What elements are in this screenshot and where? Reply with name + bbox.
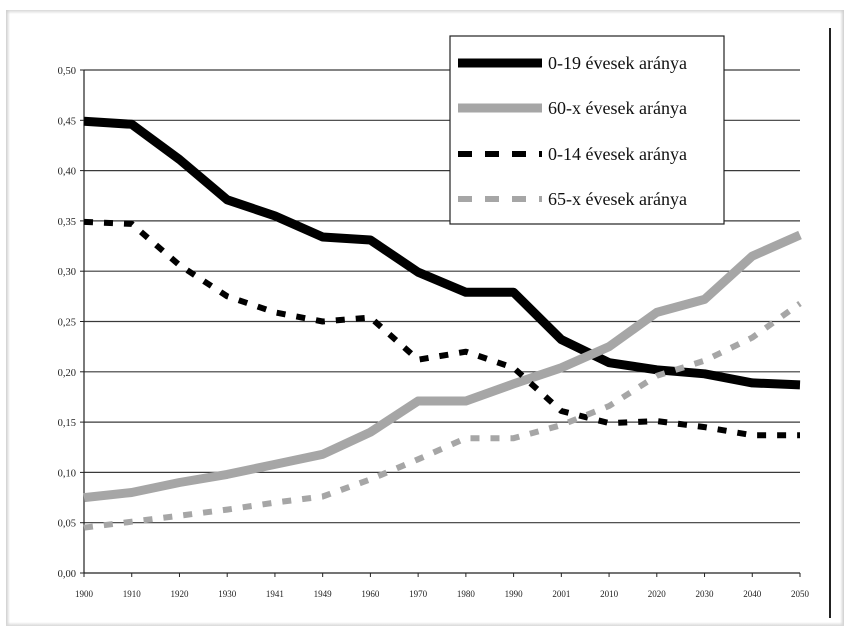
x-tick-label: 1910 <box>123 589 142 599</box>
legend-label-4: 65-x évesek aránya <box>548 189 687 209</box>
x-tick-label: 1990 <box>505 589 524 599</box>
series-lines <box>83 116 802 531</box>
x-tick-label: 1941 <box>266 589 284 599</box>
x-tick-label: 2030 <box>696 589 715 599</box>
series-line-4 <box>83 300 802 531</box>
x-tick-label: 2001 <box>552 589 570 599</box>
x-axis-ticks: 1900 1910 1920 1930 1941 1949 1960 1970 1980 1990… <box>75 573 810 599</box>
x-tick-label: 1980 <box>457 589 476 599</box>
y-tick-label: 0,45 <box>58 116 76 127</box>
y-axis-ticks: 0,00 0,05 0,10 0,15 0,20 0,25 0,30 0,35 0,40 0,45… <box>58 66 84 580</box>
x-tick-label: 2020 <box>648 589 667 599</box>
y-tick-label: 0,30 <box>58 267 76 278</box>
y-tick-label: 0,15 <box>58 418 76 429</box>
series-line-2 <box>83 230 802 503</box>
legend-label-1: 0-19 évesek aránya <box>548 53 687 73</box>
series-line-1 <box>83 116 801 390</box>
y-tick-label: 0,05 <box>58 519 76 530</box>
frame-shadow-left <box>6 10 10 626</box>
series-line-3 <box>83 218 800 439</box>
y-tick-label: 0,00 <box>58 569 76 580</box>
x-tick-label: 1970 <box>409 589 428 599</box>
x-tick-label: 1900 <box>75 589 94 599</box>
x-tick-label: 2010 <box>600 589 619 599</box>
x-tick-label: 1920 <box>170 589 189 599</box>
frame-shadow-right <box>840 10 844 626</box>
y-tick-label: 0,20 <box>58 368 76 379</box>
x-tick-label: 1949 <box>314 589 333 599</box>
x-tick-label: 1930 <box>218 589 237 599</box>
legend: 0-19 évesek aránya 60-x évesek aránya 0-14… <box>449 35 725 225</box>
y-tick-label: 0,35 <box>58 217 76 228</box>
y-tick-label: 0,25 <box>58 318 76 329</box>
x-tick-label: 2050 <box>791 589 810 599</box>
x-tick-label: 1960 <box>361 589 380 599</box>
right-divider-line <box>829 28 831 618</box>
x-tick-label: 2040 <box>743 589 762 599</box>
frame-shadow-top <box>6 10 844 14</box>
frame-shadow-bottom <box>6 622 844 626</box>
legend-label-3: 0-14 évesek aránya <box>548 144 687 164</box>
y-tick-label: 0,10 <box>58 468 76 479</box>
y-tick-label: 0,50 <box>58 66 76 77</box>
y-tick-label: 0,40 <box>58 167 76 178</box>
legend-label-2: 60-x évesek aránya <box>548 98 687 118</box>
